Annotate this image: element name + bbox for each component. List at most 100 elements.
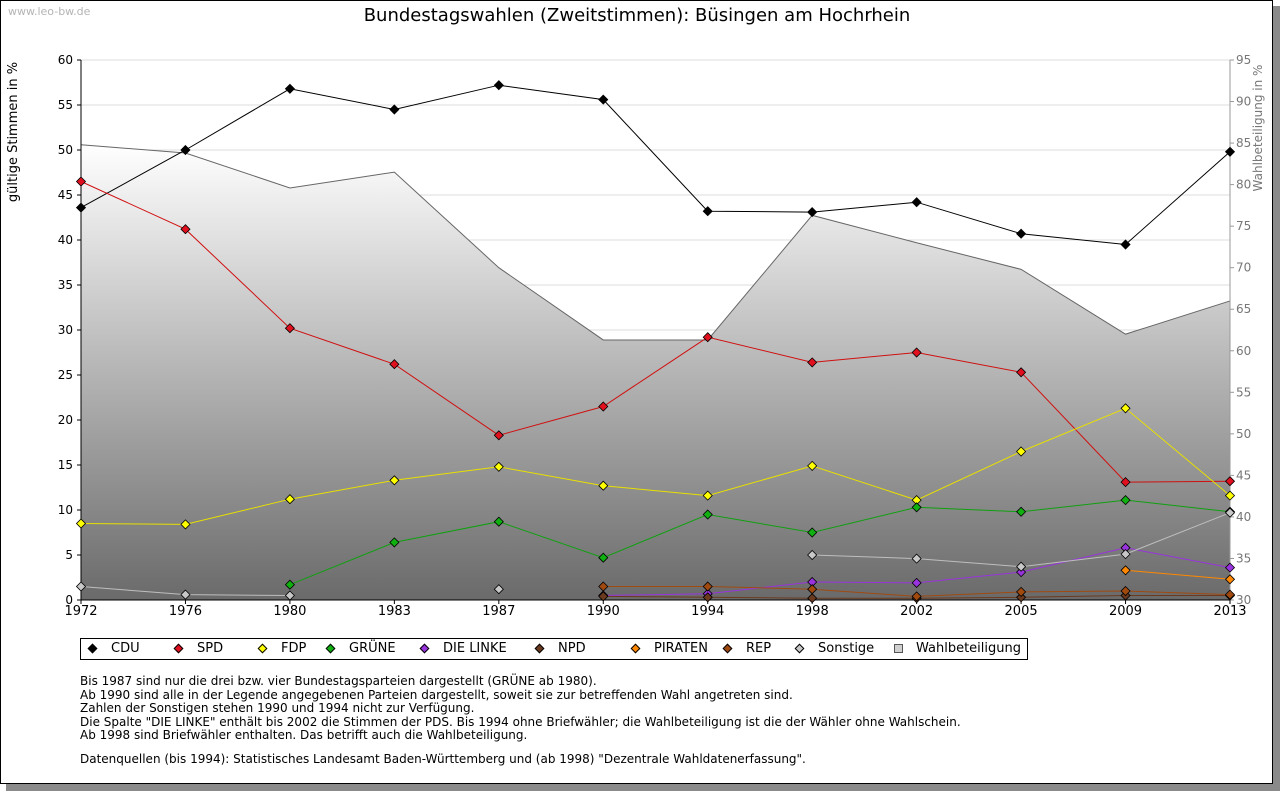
- data-point-sonstige: [1016, 561, 1027, 572]
- data-point-fdp: [1224, 490, 1236, 501]
- data-point-cdu: [1120, 239, 1131, 250]
- y-tick-label: 20: [58, 413, 73, 427]
- y-tick-label: 40: [58, 233, 73, 247]
- y2-tick-label: 30: [1236, 593, 1251, 607]
- legend-label: NPD: [558, 641, 586, 656]
- data-point-fdp: [493, 461, 504, 472]
- x-tick-label: 1990: [587, 604, 620, 619]
- data-point-sonstige: [75, 581, 87, 592]
- y-axis-label: gültige Stimmen in %: [6, 62, 21, 202]
- data-point-die-linke: [911, 577, 922, 588]
- data-point-sonstige: [1224, 507, 1236, 518]
- data-point-fdp: [180, 519, 191, 530]
- legend-label: DIE LINKE: [443, 641, 507, 656]
- data-point-npd: [702, 592, 713, 603]
- data-point-rep: [911, 591, 922, 602]
- y-tick-label: 50: [58, 143, 73, 157]
- y2-tick-label: 65: [1236, 302, 1251, 316]
- data-point-npd: [807, 593, 818, 604]
- y2-tick-label: 50: [1236, 427, 1251, 441]
- data-point-rep: [807, 584, 818, 595]
- x-tick-label: 1972: [64, 604, 97, 619]
- data-point-cdu: [1224, 146, 1236, 157]
- note-line: Zahlen der Sonstigen stehen 1990 und 199…: [80, 701, 475, 715]
- legend-label: SPD: [197, 641, 224, 656]
- data-point-spd: [493, 430, 504, 441]
- series-line-fdp: [80, 407, 1231, 525]
- y-tick-label: 30: [58, 323, 73, 337]
- note-line: Bis 1987 sind nur die drei bzw. vier Bun…: [80, 674, 597, 688]
- y-tick-label: 10: [58, 503, 73, 517]
- data-point-fdp: [807, 460, 818, 471]
- data-point-sonstige: [911, 553, 922, 564]
- frame-shadow-bottom: [6, 784, 1280, 791]
- y2-tick-label: 90: [1236, 95, 1251, 109]
- frame-shadow-right: [1273, 6, 1280, 791]
- y2-tick-label: 55: [1236, 385, 1251, 399]
- data-point-grüne: [493, 516, 504, 527]
- data-point-cdu: [389, 104, 400, 115]
- data-point-cdu: [180, 144, 191, 156]
- legend-label: Sonstige: [818, 641, 875, 656]
- data-point-grüne: [702, 509, 713, 520]
- data-point-fdp: [702, 490, 713, 501]
- legend-label: GRÜNE: [349, 641, 396, 656]
- data-point-cdu: [911, 197, 922, 208]
- x-tick-label: 1983: [378, 604, 411, 619]
- x-tick-label: 1987: [482, 604, 515, 619]
- data-point-grüne: [911, 502, 922, 513]
- data-point-die-linke: [1224, 562, 1236, 573]
- legend-marker: [534, 643, 545, 654]
- legend-label: PIRATEN: [654, 641, 708, 656]
- data-point-rep: [702, 581, 713, 592]
- data-point-spd: [1016, 367, 1027, 378]
- x-tick-label: 1998: [796, 604, 829, 619]
- watermark: www.leo-bw.de: [8, 5, 91, 18]
- x-tick-label: 2009: [1109, 604, 1142, 619]
- legend-marker: [325, 643, 336, 654]
- note-line: Die Spalte "DIE LINKE" enthält bis 2002 …: [80, 714, 961, 729]
- data-point-piraten: [1224, 574, 1236, 585]
- data-point-sonstige: [807, 549, 818, 561]
- y2-tick-label: 35: [1236, 551, 1251, 565]
- y2-axis-label: Wahlbeteiligung in %: [1251, 65, 1265, 192]
- legend-marker: [894, 644, 903, 653]
- data-point-sonstige: [1120, 549, 1131, 560]
- data-point-spd: [911, 347, 922, 358]
- data-point-spd: [1224, 476, 1236, 487]
- data-point-grüne: [807, 527, 818, 538]
- y-tick-label: 55: [58, 98, 73, 112]
- y-tick-label: 60: [58, 53, 73, 67]
- data-point-grüne: [598, 552, 609, 563]
- data-point-cdu: [1016, 228, 1027, 239]
- data-point-cdu: [807, 207, 818, 218]
- series-line-grüne: [289, 499, 1231, 586]
- y-tick-label: 45: [58, 188, 73, 202]
- data-point-rep: [1016, 586, 1027, 597]
- legend-label: Wahlbeteiligung: [916, 641, 1022, 656]
- y2-tick-label: 45: [1236, 468, 1251, 482]
- data-point-fdp: [1016, 446, 1027, 457]
- legend-marker: [722, 643, 733, 654]
- data-point-spd: [598, 401, 609, 412]
- y2-tick-label: 75: [1236, 219, 1251, 233]
- data-point-fdp: [389, 475, 400, 486]
- data-point-grüne: [284, 579, 295, 590]
- data-point-sonstige: [493, 584, 504, 595]
- y2-tick-label: 40: [1236, 510, 1251, 524]
- legend-label: REP: [746, 641, 772, 656]
- data-point-npd: [1016, 592, 1027, 603]
- data-point-fdp: [75, 518, 87, 529]
- turnout-line: [80, 144, 1231, 341]
- chart-notes: Bis 1987 sind nur die drei bzw. vier Bun…: [80, 674, 961, 743]
- y-tick-label: 15: [58, 458, 73, 472]
- series-line-cdu: [80, 84, 1231, 246]
- data-point-spd: [75, 176, 87, 187]
- data-point-grüne: [1120, 495, 1131, 506]
- data-point-npd: [598, 591, 609, 602]
- data-point-grüne: [389, 537, 400, 548]
- legend-marker: [87, 643, 98, 654]
- series-line-spd: [80, 181, 1231, 483]
- data-point-spd: [180, 224, 191, 235]
